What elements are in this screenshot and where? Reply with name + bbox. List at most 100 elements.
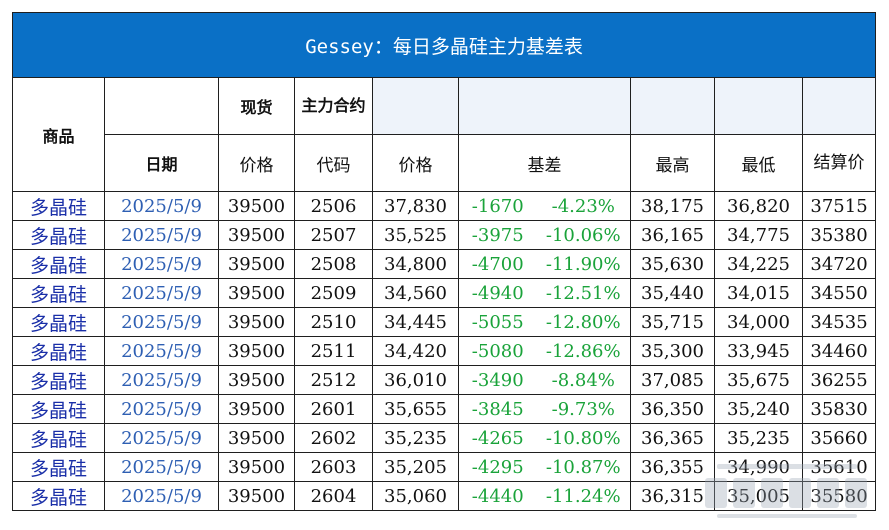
table-row: 多晶硅 2025/5/9 39500 2604 35,060 -4440 -11.24% 36…: [12, 481, 877, 511]
cell-basis-pct: -12.86%: [536, 336, 631, 366]
cell-basis-pct: -12.80%: [536, 307, 631, 337]
cell-code: 2510: [294, 307, 373, 337]
cell-price: 34,420: [372, 336, 459, 366]
cell-product: 多晶硅: [12, 481, 105, 511]
cell-price: 35,655: [372, 394, 459, 424]
cell-basis: -4440: [458, 481, 537, 511]
cell-product: 多晶硅: [12, 423, 105, 453]
header-spot-price: 价格: [218, 134, 295, 192]
cell-basis-pct: -10.06%: [536, 220, 631, 250]
cell-spot: 39500: [218, 249, 295, 279]
table-row: 多晶硅 2025/5/9 39500 2509 34,560 -4940 -12.51% 35…: [12, 278, 877, 308]
cell-basis: -4700: [458, 249, 537, 279]
cell-price: 34,445: [372, 307, 459, 337]
cell-high: 36,350: [630, 394, 715, 424]
cell-code: 2601: [294, 394, 373, 424]
cell-spot: 39500: [218, 452, 295, 482]
cell-price: 35,060: [372, 481, 459, 511]
cell-settle: 35830: [801, 394, 877, 424]
cell-high: 35,300: [630, 336, 715, 366]
table-row: 多晶硅 2025/5/9 39500 2508 34,800 -4700 -11.90% 35…: [12, 249, 877, 279]
table-row: 多晶硅 2025/5/9 39500 2510 34,445 -5055 -12.80% 35…: [12, 307, 877, 337]
cell-settle: 35660: [801, 423, 877, 453]
cell-code: 2508: [294, 249, 373, 279]
cell-date: 2025/5/9: [104, 394, 219, 424]
cell-date: 2025/5/9: [104, 481, 219, 511]
cell-price: 35,205: [372, 452, 459, 482]
header-blank: [372, 77, 459, 135]
cell-basis-pct: -12.51%: [536, 278, 631, 308]
cell-code: 2602: [294, 423, 373, 453]
cell-price: 34,800: [372, 249, 459, 279]
cell-basis: -4940: [458, 278, 537, 308]
cell-settle: 35380: [801, 220, 877, 250]
cell-low: 34,015: [714, 278, 803, 308]
cell-settle: 34720: [801, 249, 877, 279]
cell-low: 35,240: [714, 394, 803, 424]
cell-low: 34,225: [714, 249, 803, 279]
cell-low: 34,000: [714, 307, 803, 337]
cell-high: 37,085: [630, 365, 715, 395]
cell-basis: -4295: [458, 452, 537, 482]
cell-basis: -5055: [458, 307, 537, 337]
cell-basis-pct: -11.24%: [536, 481, 631, 511]
cell-basis-pct: -10.87%: [536, 452, 631, 482]
header-settle: 结算价: [801, 134, 877, 192]
cell-basis: -3845: [458, 394, 537, 424]
cell-low: 33,945: [714, 336, 803, 366]
cell-code: 2509: [294, 278, 373, 308]
cell-high: 35,440: [630, 278, 715, 308]
cell-date: 2025/5/9: [104, 307, 219, 337]
cell-product: 多晶硅: [12, 307, 105, 337]
header-blank: [714, 77, 803, 135]
cell-low: 34,775: [714, 220, 803, 250]
cell-price: 34,560: [372, 278, 459, 308]
cell-high: 36,355: [630, 452, 715, 482]
cell-date: 2025/5/9: [104, 423, 219, 453]
cell-product: 多晶硅: [12, 220, 105, 250]
cell-product: 多晶硅: [12, 394, 105, 424]
header-product: 商品: [12, 77, 105, 192]
header-row-1: 商品 现货 主力合约: [12, 77, 877, 192]
header-blank: [458, 77, 537, 135]
cell-price: 35,235: [372, 423, 459, 453]
cell-high: 36,165: [630, 220, 715, 250]
cell-code: 2604: [294, 481, 373, 511]
cell-high: 35,715: [630, 307, 715, 337]
header-blank: [801, 77, 877, 135]
cell-settle: 34535: [801, 307, 877, 337]
cell-basis-pct: -8.84%: [536, 365, 631, 395]
header-blank: [630, 77, 715, 135]
cell-basis-pct: -10.80%: [536, 423, 631, 453]
cell-spot: 39500: [218, 365, 295, 395]
header-price: 价格: [372, 134, 459, 192]
basis-table: Gessey：每日多晶硅主力基差表 商品 现货 主力合约 日期 价格 代码 价格…: [11, 12, 877, 511]
cell-code: 2512: [294, 365, 373, 395]
cell-low: 36,820: [714, 191, 803, 221]
cell-product: 多晶硅: [12, 452, 105, 482]
table-title: Gessey：每日多晶硅主力基差表: [11, 12, 877, 78]
cell-code: 2603: [294, 452, 373, 482]
cell-spot: 39500: [218, 423, 295, 453]
cell-high: 38,175: [630, 191, 715, 221]
cell-basis-pct: -9.73%: [536, 394, 631, 424]
cell-code: 2511: [294, 336, 373, 366]
header-basis: 基差: [458, 134, 631, 192]
cell-date: 2025/5/9: [104, 220, 219, 250]
basis-sheet: Gessey：每日多晶硅主力基差表 商品 现货 主力合约 日期 价格 代码 价格…: [11, 12, 877, 511]
table-row: 多晶硅 2025/5/9 39500 2512 36,010 -3490 -8.84% 37,…: [12, 365, 877, 395]
header-high: 最高: [630, 134, 715, 192]
cell-price: 36,010: [372, 365, 459, 395]
cell-basis: -4265: [458, 423, 537, 453]
cell-product: 多晶硅: [12, 249, 105, 279]
cell-low: 35,235: [714, 423, 803, 453]
header-code: 代码: [294, 134, 373, 192]
cell-low: 35,005: [714, 481, 803, 511]
cell-basis-pct: -11.90%: [536, 249, 631, 279]
cell-basis: -3975: [458, 220, 537, 250]
cell-settle: 37515: [801, 191, 877, 221]
cell-date: 2025/5/9: [104, 278, 219, 308]
cell-basis-pct: -4.23%: [536, 191, 631, 221]
table-row: 多晶硅 2025/5/9 39500 2603 35,205 -4295 -10.87% 36…: [12, 452, 877, 482]
cell-price: 37,830: [372, 191, 459, 221]
